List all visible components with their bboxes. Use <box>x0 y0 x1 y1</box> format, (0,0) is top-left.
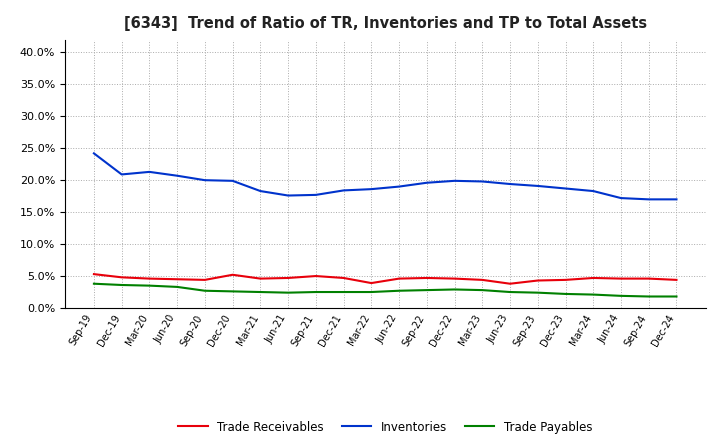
Trade Receivables <box>561 277 570 282</box>
Legend: Trade Receivables, Inventories, Trade Payables: Trade Receivables, Inventories, Trade Pa… <box>174 416 597 438</box>
Trade Payables <box>201 288 210 293</box>
Inventories <box>423 180 431 185</box>
Trade Receivables <box>228 272 237 277</box>
Inventories <box>312 192 320 198</box>
Trade Receivables <box>616 276 625 281</box>
Trade Payables <box>505 290 514 295</box>
Inventories <box>145 169 154 175</box>
Inventories <box>339 188 348 193</box>
Trade Payables <box>339 290 348 295</box>
Inventories <box>450 178 459 183</box>
Trade Receivables <box>117 275 126 280</box>
Trade Payables <box>644 294 653 299</box>
Trade Payables <box>616 293 625 298</box>
Trade Payables <box>395 288 403 293</box>
Inventories <box>395 184 403 189</box>
Inventories <box>616 195 625 201</box>
Trade Receivables <box>173 277 181 282</box>
Trade Payables <box>228 289 237 294</box>
Trade Payables <box>672 294 681 299</box>
Trade Payables <box>284 290 292 295</box>
Inventories <box>644 197 653 202</box>
Inventories <box>256 188 265 194</box>
Inventories <box>478 179 487 184</box>
Inventories <box>561 186 570 191</box>
Line: Trade Receivables: Trade Receivables <box>94 274 677 284</box>
Trade Payables <box>450 287 459 292</box>
Trade Receivables <box>367 280 376 286</box>
Inventories <box>534 183 542 189</box>
Inventories <box>173 173 181 178</box>
Trade Receivables <box>534 278 542 283</box>
Inventories <box>284 193 292 198</box>
Trade Payables <box>312 290 320 295</box>
Trade Receivables <box>589 275 598 281</box>
Trade Payables <box>478 287 487 293</box>
Trade Payables <box>256 290 265 295</box>
Trade Receivables <box>312 273 320 279</box>
Inventories <box>367 187 376 192</box>
Title: [6343]  Trend of Ratio of TR, Inventories and TP to Total Assets: [6343] Trend of Ratio of TR, Inventories… <box>124 16 647 32</box>
Line: Inventories: Inventories <box>94 154 677 199</box>
Inventories <box>117 172 126 177</box>
Inventories <box>228 178 237 183</box>
Trade Receivables <box>672 277 681 282</box>
Trade Receivables <box>284 275 292 281</box>
Inventories <box>201 178 210 183</box>
Trade Payables <box>367 290 376 295</box>
Inventories <box>89 151 98 156</box>
Trade Payables <box>173 284 181 290</box>
Trade Payables <box>423 287 431 293</box>
Trade Receivables <box>89 271 98 277</box>
Trade Receivables <box>256 276 265 281</box>
Trade Receivables <box>450 276 459 281</box>
Inventories <box>505 181 514 187</box>
Inventories <box>589 188 598 194</box>
Trade Payables <box>589 292 598 297</box>
Trade Payables <box>145 283 154 288</box>
Inventories <box>672 197 681 202</box>
Trade Receivables <box>423 275 431 281</box>
Trade Payables <box>117 282 126 288</box>
Trade Receivables <box>505 281 514 286</box>
Trade Receivables <box>201 277 210 282</box>
Trade Receivables <box>644 276 653 281</box>
Trade Receivables <box>339 275 348 281</box>
Line: Trade Payables: Trade Payables <box>94 284 677 297</box>
Trade Receivables <box>395 276 403 281</box>
Trade Receivables <box>478 277 487 282</box>
Trade Payables <box>534 290 542 295</box>
Trade Payables <box>89 281 98 286</box>
Trade Receivables <box>145 276 154 281</box>
Trade Payables <box>561 291 570 297</box>
